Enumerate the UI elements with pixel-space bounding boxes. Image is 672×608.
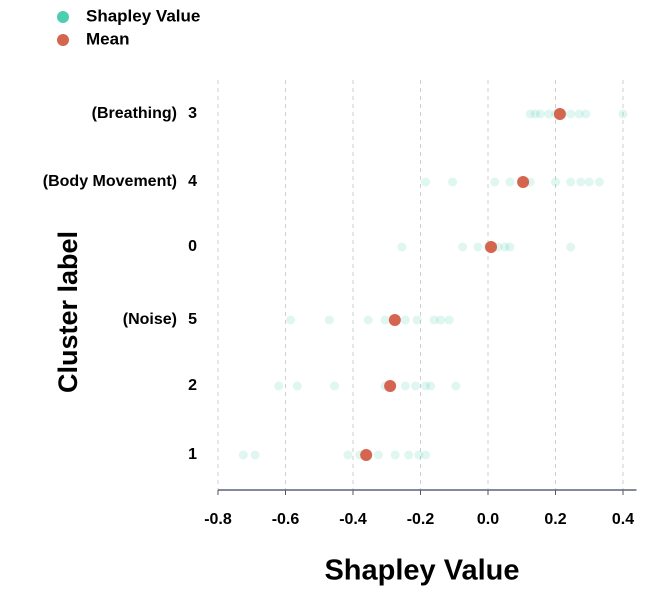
shapley-point (576, 177, 586, 187)
shapley-point (404, 450, 414, 460)
legend-label: Mean (86, 29, 129, 48)
mean-point (485, 241, 498, 253)
shapley-point (490, 177, 500, 187)
shapley-point (544, 109, 554, 119)
shapley-point (429, 315, 439, 325)
y-tick-label: 0 (188, 238, 197, 255)
shapley-point (286, 315, 296, 325)
x-tick-label: 0.0 (477, 511, 499, 528)
y-tick-label: 3 (188, 105, 197, 122)
shapley-point (373, 450, 383, 460)
shapley-point (500, 242, 510, 252)
shapley-point (343, 450, 353, 460)
shapley-point (400, 315, 410, 325)
shapley-point (581, 109, 591, 119)
shapley-point (530, 109, 540, 119)
shapley-point (410, 381, 420, 391)
shapley-point (566, 177, 576, 187)
shapley-point (444, 315, 454, 325)
category-note: (Noise) (123, 311, 177, 328)
shapley-point (380, 315, 390, 325)
x-tick-label: -0.6 (272, 511, 300, 528)
shapley-point (324, 315, 334, 325)
mean-point (388, 314, 401, 326)
y-tick-label: 4 (188, 173, 197, 190)
shapley-point (566, 109, 576, 119)
x-tick-label: 0.2 (544, 511, 566, 528)
shapley-point (400, 381, 410, 391)
shapley-point (618, 109, 628, 119)
shapley-point (250, 450, 260, 460)
shapley-point (292, 381, 302, 391)
shapley-point (505, 177, 515, 187)
x-axis-label: Shapley Value (324, 555, 519, 587)
shapley-point (451, 381, 461, 391)
y-axis-label: Cluster label (53, 231, 83, 393)
shapley-point (390, 450, 400, 460)
mean-point (360, 449, 373, 461)
mean-point (517, 176, 530, 188)
shapley-point (566, 242, 576, 252)
shapley-point (238, 450, 248, 460)
legend-marker (57, 34, 69, 46)
legend-marker (57, 11, 69, 23)
shapley-point (414, 450, 424, 460)
x-tick-label: -0.8 (204, 511, 232, 528)
shapley-point (584, 177, 594, 187)
shapley-point (436, 315, 446, 325)
shapley-point (421, 177, 431, 187)
y-tick-label: 1 (188, 446, 197, 463)
shapley-point (574, 109, 584, 119)
mean-point (384, 380, 397, 392)
shapley-point (397, 242, 407, 252)
shapley-point (505, 242, 515, 252)
shapley-point (412, 315, 422, 325)
shapley-point (421, 450, 431, 460)
shapley-point (551, 177, 560, 187)
shapley-point (363, 315, 373, 325)
category-note: (Body Movement) (43, 173, 177, 190)
shapley-point (458, 242, 468, 252)
category-note: (Breathing) (92, 105, 177, 122)
legend-label: Shapley Value (86, 6, 200, 25)
shapley-point (525, 109, 535, 119)
x-tick-label: -0.2 (407, 511, 435, 528)
x-tick-label: 0.4 (612, 511, 634, 528)
shapley-point (426, 381, 436, 391)
y-tick-label: 5 (188, 311, 197, 328)
shapley-point (448, 177, 458, 187)
shapley-point (329, 381, 339, 391)
shapley-point (274, 381, 284, 391)
y-tick-label: 2 (188, 377, 197, 394)
shapley-point (535, 109, 545, 119)
mean-point (553, 108, 566, 120)
shapley-point (473, 242, 483, 252)
x-tick-label: -0.4 (339, 511, 367, 528)
shapley-point (594, 177, 604, 187)
shapley-point (421, 381, 431, 391)
